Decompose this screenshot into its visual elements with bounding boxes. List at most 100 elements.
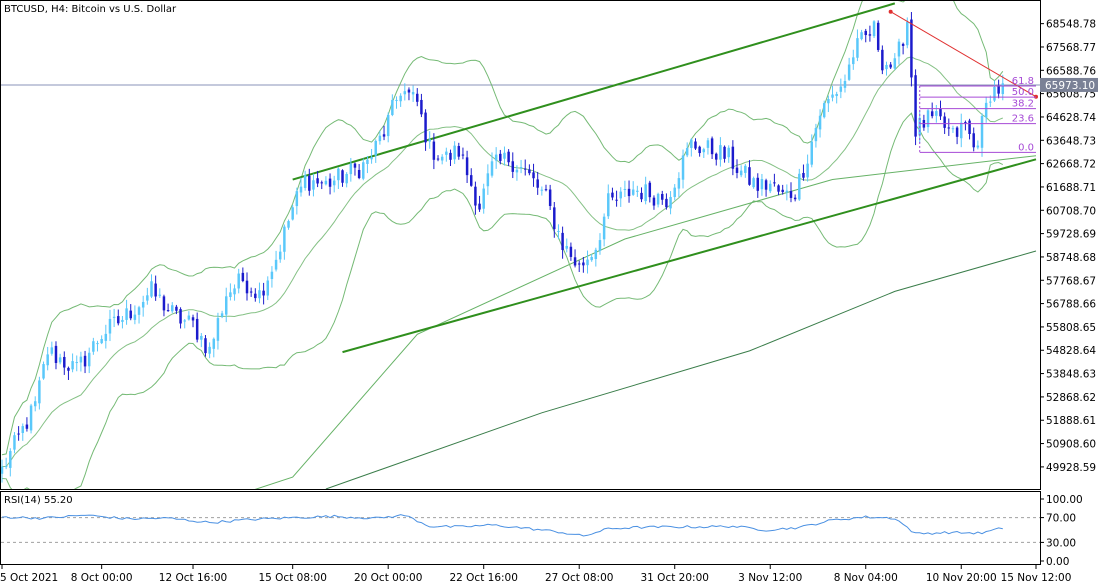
price-tick-label: 54828.64 <box>1046 345 1096 357</box>
rsi-pane-border <box>0 491 1041 565</box>
candle-body <box>50 347 54 354</box>
candle-body <box>58 357 62 363</box>
candle-body <box>814 127 818 142</box>
candle-body <box>955 127 959 137</box>
candle-body <box>345 173 348 184</box>
bollinger-lower <box>1 112 1004 489</box>
time-tick-label: 27 Oct 08:00 <box>545 572 613 584</box>
candle-body <box>67 367 70 371</box>
candle-body <box>440 156 444 161</box>
candle-body <box>532 172 535 179</box>
candle-body <box>694 141 697 149</box>
price-tick-label: 49928.59 <box>1046 462 1096 474</box>
candle-body <box>254 293 257 299</box>
bollinger-middle <box>1 56 1003 468</box>
candle-body <box>25 424 29 429</box>
candle-body <box>623 188 627 190</box>
candle-body <box>428 139 431 142</box>
fib-level-label: 38.2 <box>1012 99 1034 110</box>
candle-body <box>9 451 12 468</box>
candle-body <box>17 433 20 435</box>
candle-body <box>561 232 564 250</box>
candle-body <box>631 189 635 195</box>
candle-body <box>789 191 793 198</box>
candle-body <box>793 197 797 200</box>
price-tick-label: 63648.73 <box>1046 135 1096 147</box>
candle-body <box>187 315 191 320</box>
candle-body <box>710 138 714 155</box>
candle-body <box>906 21 909 46</box>
candle-body <box>748 167 751 185</box>
candle-body <box>569 246 573 257</box>
candle-body <box>685 148 689 156</box>
candle-body <box>644 184 647 202</box>
price-tick-label: 64628.74 <box>1046 112 1096 124</box>
candle-body <box>557 231 560 233</box>
price-tick-label: 51888.61 <box>1046 415 1096 427</box>
candle-body <box>984 102 988 118</box>
candle-body <box>577 263 581 265</box>
candle-body <box>416 93 419 102</box>
candle-body <box>731 146 735 169</box>
candle-body <box>229 292 232 298</box>
candle-body <box>449 152 452 160</box>
candle-body <box>802 172 805 178</box>
candle-body <box>370 157 373 160</box>
candle-body <box>494 154 498 161</box>
candle-body <box>150 281 153 297</box>
candle-body <box>901 43 905 46</box>
candle-body <box>914 75 917 137</box>
candle-body <box>935 111 938 116</box>
rsi-line <box>1 514 1003 537</box>
candle-body <box>54 345 58 363</box>
candle-body <box>598 240 602 251</box>
candle-body <box>553 207 556 230</box>
price-tick-label: 56788.66 <box>1046 299 1096 311</box>
candle-body <box>486 173 490 187</box>
candle-body <box>46 354 49 366</box>
candle-body <box>590 256 593 261</box>
candle-body <box>876 22 880 50</box>
candle-body <box>121 319 124 322</box>
candle-body <box>872 21 876 37</box>
candle-body <box>324 180 328 185</box>
candle-body <box>677 178 681 189</box>
candle-body <box>619 191 622 199</box>
candle-body <box>997 86 1000 94</box>
candle-body <box>4 466 8 468</box>
candle-body <box>523 168 527 170</box>
candle-body <box>822 103 826 118</box>
time-tick-label: 31 Oct 20:00 <box>640 572 708 584</box>
trend-line-start <box>888 9 893 14</box>
candle-body <box>843 80 847 88</box>
price-tick-label: 52868.62 <box>1046 392 1096 404</box>
candle-body <box>237 273 240 289</box>
candle-body <box>1001 83 1005 95</box>
candle-body <box>648 182 652 198</box>
candle-body <box>21 426 25 434</box>
candle-body <box>274 259 278 270</box>
price-tick-label: 61688.71 <box>1046 182 1096 194</box>
candle-body <box>1 466 4 474</box>
time-tick-label: 20 Oct 00:00 <box>354 572 422 584</box>
current-price-tag <box>1040 77 1098 92</box>
channel-lower-line <box>342 158 1037 354</box>
candle-body <box>146 295 149 301</box>
candle-body <box>403 91 407 95</box>
price-tick-label: 60708.70 <box>1046 205 1096 217</box>
candle-body <box>104 333 108 341</box>
candle-body <box>328 178 332 187</box>
candle-body <box>382 134 386 137</box>
price-tick-label: 55808.65 <box>1046 322 1096 334</box>
candle-body <box>316 178 319 184</box>
candle-body <box>216 318 220 341</box>
candle-body <box>162 296 166 311</box>
price-tick-label: 68548.78 <box>1046 19 1096 31</box>
candle-body <box>752 178 755 188</box>
candle-body <box>453 145 456 160</box>
candle-body <box>349 163 353 175</box>
candle-body <box>303 175 307 188</box>
candle-body <box>287 221 290 228</box>
mid-moving-average <box>254 155 1037 489</box>
